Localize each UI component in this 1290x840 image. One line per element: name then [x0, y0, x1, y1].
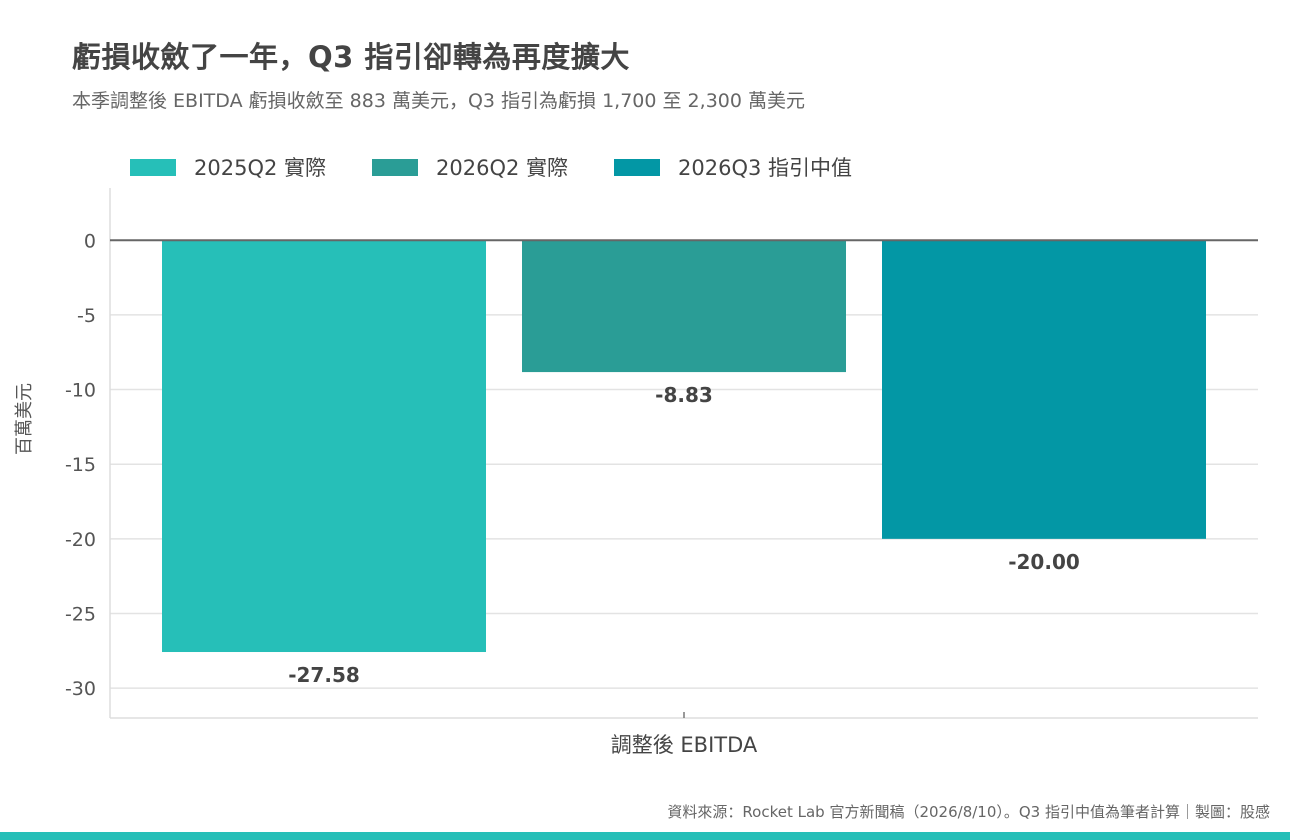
- legend-swatch: [130, 158, 176, 176]
- data-label: -8.83: [655, 383, 713, 407]
- legend-label: 2026Q2 實際: [436, 156, 569, 180]
- bar-2: [522, 240, 846, 373]
- legend-item-2: 2026Q2 實際: [372, 152, 568, 182]
- y-tick-label: -20: [65, 529, 96, 551]
- source-note: 資料來源：Rocket Lab 官方新聞稿（2026/8/10）。Q3 指引中值…: [667, 803, 1270, 821]
- chart-subtitle: 本季調整後 EBITDA 虧損收斂至 883 萬美元，Q3 指引為虧損 1,70…: [72, 90, 805, 112]
- bar-1: [162, 240, 486, 653]
- legend-swatch: [614, 158, 661, 176]
- bar-3: [882, 240, 1206, 539]
- data-label: -27.58: [288, 663, 360, 687]
- data-label: -20.00: [1008, 550, 1080, 574]
- legend-item-1: 2025Q2 實際: [130, 152, 326, 182]
- y-tick-label: -30: [65, 678, 96, 700]
- legend-item-3: 2026Q3 指引中值: [614, 152, 852, 182]
- x-category-label: 調整後 EBITDA: [611, 733, 758, 757]
- y-tick-label: -5: [77, 305, 96, 327]
- legend-label: 2026Q3 指引中值: [678, 156, 853, 180]
- legend-label: 2025Q2 實際: [194, 156, 327, 180]
- legend-swatch: [372, 158, 419, 176]
- y-tick-label: 0: [84, 230, 96, 252]
- y-tick-label: -15: [65, 454, 96, 476]
- y-tick-label: -10: [65, 380, 96, 402]
- legend: 2025Q2 實際 2026Q2 實際 2026Q3 指引中值: [130, 152, 852, 182]
- bottom-accent-bar: [0, 832, 1290, 840]
- y-tick-label: -25: [65, 603, 96, 625]
- chart-title: 虧損收斂了一年，Q3 指引卻轉為再度擴大: [72, 40, 630, 74]
